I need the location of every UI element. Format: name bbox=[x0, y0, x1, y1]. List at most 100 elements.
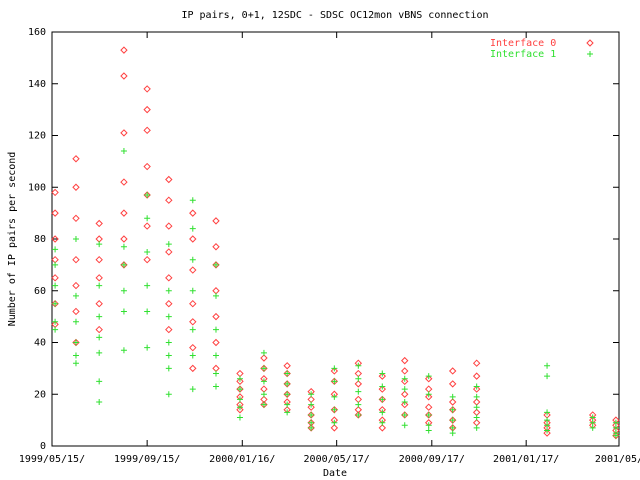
data-point bbox=[401, 411, 408, 418]
data-point bbox=[355, 401, 362, 408]
legend-marker bbox=[586, 39, 594, 47]
data-point bbox=[473, 393, 480, 400]
data-point bbox=[96, 349, 103, 356]
data-point bbox=[212, 261, 219, 268]
data-point bbox=[165, 299, 173, 308]
data-point bbox=[449, 424, 456, 431]
data-point bbox=[472, 372, 481, 380]
data-point bbox=[544, 362, 551, 369]
y-tick-label: 160 bbox=[28, 27, 46, 38]
data-point bbox=[379, 419, 386, 426]
data-point bbox=[165, 352, 172, 359]
data-point bbox=[72, 183, 80, 191]
data-point bbox=[401, 377, 409, 386]
data-point bbox=[189, 235, 197, 243]
data-point bbox=[189, 256, 196, 263]
data-point bbox=[72, 318, 79, 325]
data-point bbox=[543, 429, 551, 437]
data-point bbox=[472, 359, 481, 367]
data-point bbox=[283, 362, 291, 370]
data-point bbox=[212, 352, 219, 359]
data-point bbox=[260, 401, 267, 408]
data-point bbox=[52, 246, 59, 253]
data-point bbox=[401, 390, 409, 398]
data-point bbox=[330, 367, 339, 375]
data-point bbox=[612, 419, 619, 426]
data-point bbox=[144, 308, 151, 315]
data-point bbox=[143, 126, 151, 135]
data-point bbox=[236, 414, 243, 421]
x-axis-label: Date bbox=[323, 468, 347, 479]
data-point bbox=[449, 417, 456, 424]
data-point bbox=[544, 417, 551, 424]
chart-title: IP pairs, 0+1, 12SDC - SDSC OC12mon vBNS… bbox=[181, 10, 488, 21]
x-tick-label: 2001/05/ bbox=[595, 454, 640, 465]
data-point bbox=[212, 243, 220, 251]
data-point bbox=[212, 326, 219, 333]
data-point bbox=[544, 427, 551, 434]
data-point bbox=[379, 370, 386, 377]
data-point bbox=[165, 391, 172, 398]
data-point bbox=[96, 399, 103, 406]
data-point bbox=[72, 360, 79, 367]
data-point bbox=[189, 225, 196, 232]
data-point bbox=[378, 385, 387, 393]
x-tick-label: 2001/01/17/ bbox=[493, 454, 559, 465]
data-point bbox=[120, 261, 127, 268]
data-point bbox=[51, 274, 59, 282]
data-point bbox=[96, 378, 103, 385]
data-point bbox=[144, 344, 151, 351]
data-point bbox=[307, 403, 315, 411]
data-point bbox=[378, 372, 387, 380]
legend-label: Interface 0 bbox=[490, 38, 556, 49]
data-point bbox=[544, 409, 551, 416]
data-point bbox=[189, 209, 197, 217]
data-point bbox=[144, 282, 151, 289]
data-point bbox=[236, 396, 243, 403]
data-point bbox=[331, 365, 338, 372]
legend-marker bbox=[587, 51, 593, 57]
y-tick-label: 80 bbox=[34, 234, 46, 245]
data-point bbox=[355, 388, 362, 395]
data-point bbox=[401, 400, 409, 409]
data-point bbox=[72, 236, 79, 242]
data-point bbox=[120, 72, 128, 80]
data-point bbox=[189, 386, 196, 393]
data-point bbox=[72, 307, 80, 316]
data-point bbox=[308, 411, 315, 418]
legend-label: Interface 1 bbox=[490, 49, 556, 60]
data-point bbox=[52, 300, 59, 307]
data-point bbox=[473, 404, 480, 411]
data-point bbox=[72, 255, 80, 264]
data-point bbox=[143, 105, 151, 114]
y-tick-label: 140 bbox=[28, 79, 46, 90]
data-point bbox=[378, 424, 387, 432]
data-point bbox=[165, 313, 172, 320]
data-point bbox=[612, 432, 619, 439]
data-point bbox=[165, 196, 173, 204]
data-point bbox=[189, 364, 197, 373]
data-point bbox=[612, 424, 619, 431]
data-point bbox=[425, 403, 433, 411]
data-point bbox=[189, 287, 196, 294]
data-point bbox=[189, 352, 196, 359]
data-point bbox=[95, 325, 103, 334]
data-point bbox=[143, 85, 151, 93]
data-point bbox=[165, 241, 172, 248]
data-point bbox=[331, 419, 338, 426]
data-point bbox=[51, 299, 59, 308]
data-point bbox=[120, 209, 128, 217]
data-point bbox=[425, 422, 432, 429]
data-point bbox=[260, 365, 267, 372]
data-point bbox=[425, 373, 432, 380]
data-point bbox=[472, 385, 481, 393]
data-point bbox=[96, 241, 103, 248]
data-point bbox=[284, 391, 291, 398]
data-point bbox=[308, 391, 315, 398]
data-point bbox=[425, 375, 433, 383]
data-point bbox=[260, 349, 267, 356]
data-point bbox=[331, 378, 338, 385]
data-point bbox=[401, 375, 408, 382]
data-point bbox=[236, 377, 244, 386]
